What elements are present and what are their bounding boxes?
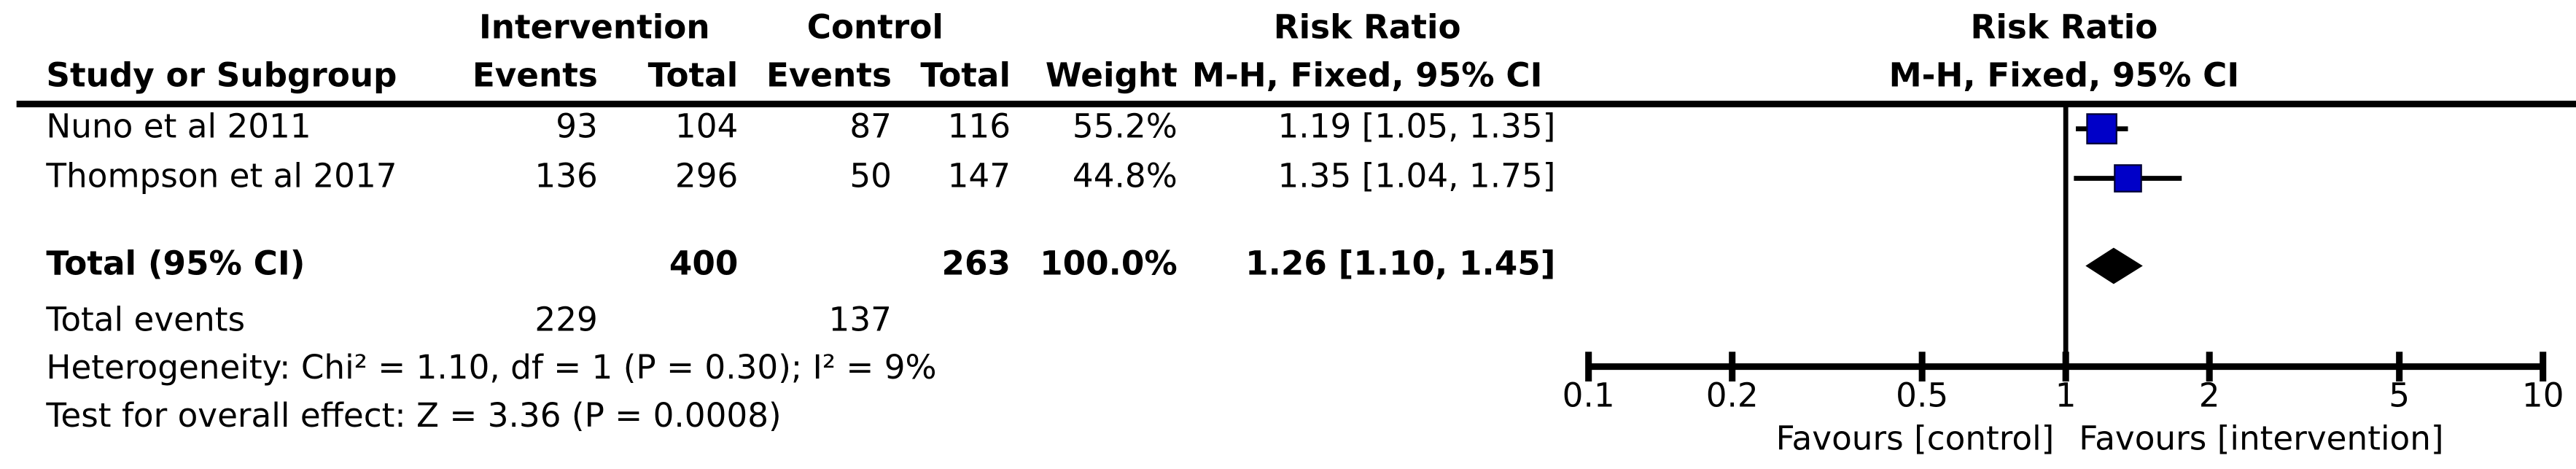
column-header: Events [766,55,892,94]
x-axis-label: Favours [intervention] [2079,419,2443,458]
cell: 55.2% [1073,107,1178,146]
cell: 50 [849,157,892,195]
cell: 400 [669,244,739,283]
cell: 296 [675,157,738,195]
note: Heterogeneity: Chi² = 1.10, df = 1 (P = … [46,348,936,387]
x-tick-label: 10 [2522,376,2564,415]
cell: 1.19 [1.05, 1.35] [1277,107,1555,146]
cell: 93 [556,107,598,146]
study-name: Nuno et al 2011 [46,107,311,146]
cell: 1.35 [1.04, 1.75] [1277,157,1555,195]
x-tick-label: 2 [2199,376,2220,415]
effect-square [2114,164,2142,193]
cell: 1.26 [1.10, 1.45] [1245,244,1555,283]
cell: 229 [534,301,597,339]
column-header: Weight [1046,55,1178,94]
cell: 100.0% [1040,244,1178,283]
total-name: Total (95% CI) [46,244,305,283]
cell: 87 [849,107,892,146]
plot-header: Risk Ratio [1970,8,2157,47]
row-label: Total events [45,301,245,339]
cell: 137 [829,301,892,339]
cell: 136 [534,157,597,195]
column-header: Study or Subgroup [46,55,397,94]
cell: 44.8% [1073,157,1178,195]
column-header: M-H, Fixed, 95% CI [1192,55,1543,94]
column-header: Events [472,55,598,94]
summary-diamond [2085,247,2143,284]
group-header: Intervention [479,8,710,47]
effect-square [2086,113,2117,144]
cell: 116 [948,107,1011,146]
study-name: Thompson et al 2017 [45,157,397,195]
x-axis-label: Favours [control] [1776,419,2055,458]
x-tick-label: 0.1 [1563,376,1615,415]
note: Test for overall effect: Z = 3.36 (P = 0… [45,396,781,435]
column-header: Risk Ratio [1274,8,1461,47]
x-tick-label: 5 [2389,376,2410,415]
group-header: Control [807,8,943,47]
x-tick-label: 0.5 [1896,376,1948,415]
x-tick-label: 1 [2055,376,2077,415]
cell: 263 [942,244,1011,283]
column-header: Total [920,55,1011,94]
cell: 147 [948,157,1011,195]
cell: 104 [675,107,738,146]
column-header: Total [648,55,739,94]
plot-header: M-H, Fixed, 95% CI [1889,55,2240,94]
x-tick-label: 0.2 [1706,376,1759,415]
